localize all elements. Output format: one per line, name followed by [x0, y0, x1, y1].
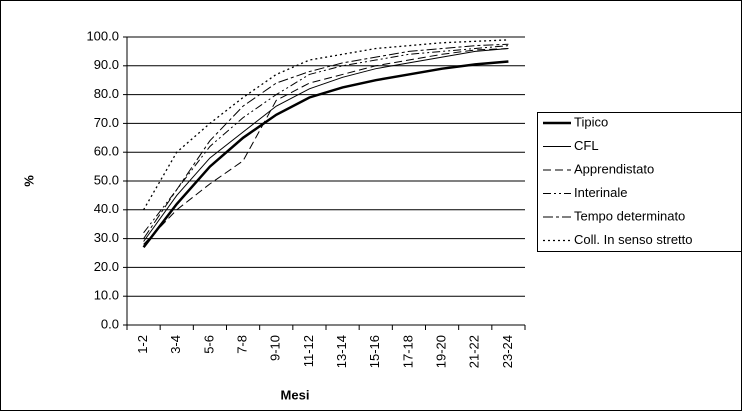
- x-tick-label: 19-20: [434, 335, 449, 368]
- x-tick-label: 17-18: [400, 335, 415, 368]
- y-tick-label: 50.0: [94, 172, 119, 187]
- x-tick-label: 3-4: [168, 335, 183, 354]
- legend-label: Apprendistato: [574, 161, 654, 176]
- legend-label: Interinale: [574, 185, 627, 200]
- x-tick-label: 21-22: [467, 335, 482, 368]
- y-tick-label: 80.0: [94, 86, 119, 101]
- y-axis-label: %: [21, 175, 36, 187]
- x-tick-label: 13-14: [334, 335, 349, 368]
- series-line: [142, 60, 509, 249]
- legend-label: Tempo determinato: [574, 208, 685, 223]
- series-line: [143, 39, 509, 211]
- y-tick-label: 60.0: [94, 144, 119, 159]
- x-axis-label: Mesi: [281, 387, 310, 402]
- x-tick-label: 23-24: [500, 335, 515, 368]
- x-tick-label: 7-8: [235, 335, 250, 354]
- x-tick-label: 15-16: [367, 335, 382, 368]
- y-tick-label: 10.0: [94, 288, 119, 303]
- legend-label: CFL: [574, 138, 599, 153]
- y-tick-label: 90.0: [94, 57, 119, 72]
- y-tick-label: 30.0: [94, 230, 119, 245]
- y-tick-label: 100.0: [86, 28, 119, 43]
- y-tick-label: 70.0: [94, 115, 119, 130]
- x-tick-label: 1-2: [135, 335, 150, 354]
- series-line: [143, 43, 509, 239]
- x-tick-label: 5-6: [201, 335, 216, 354]
- legend-label: Tipico: [574, 114, 608, 129]
- y-tick-label: 40.0: [94, 201, 119, 216]
- series-line: [143, 48, 509, 245]
- legend-box: [537, 112, 742, 252]
- y-tick-label: 20.0: [94, 259, 119, 274]
- x-tick-label: 9-10: [268, 335, 283, 361]
- y-tick-label: 0.0: [101, 316, 119, 331]
- series-line: [143, 48, 509, 242]
- legend-label: Coll. In senso stretto: [574, 232, 693, 247]
- x-tick-label: 11-12: [301, 335, 316, 367]
